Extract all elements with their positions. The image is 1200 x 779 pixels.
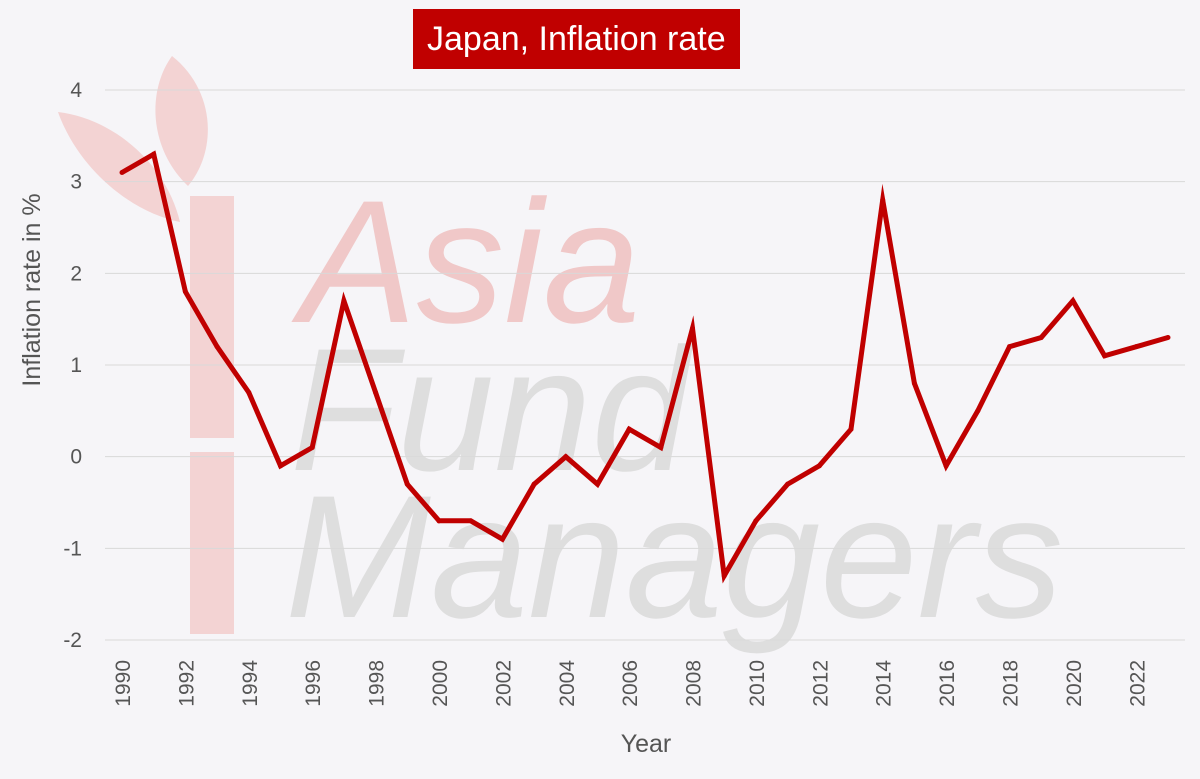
x-tick-label: 2018 bbox=[1000, 660, 1023, 707]
y-tick-label: 3 bbox=[70, 171, 82, 194]
data-point-2009 bbox=[721, 573, 727, 579]
data-point-2007 bbox=[658, 445, 664, 450]
x-tick-label: 2002 bbox=[492, 660, 515, 707]
watermark-stem-upper bbox=[190, 196, 234, 438]
data-point-2023 bbox=[1165, 335, 1171, 340]
data-point-1998 bbox=[373, 390, 379, 395]
x-tick-label: 2020 bbox=[1063, 660, 1086, 707]
gridlines bbox=[105, 89, 1185, 641]
data-point-2014 bbox=[880, 197, 886, 203]
data-point-2019 bbox=[1038, 335, 1044, 340]
data-point-1991 bbox=[151, 151, 157, 157]
x-tick-label: 2006 bbox=[619, 660, 642, 707]
x-tick-label: 2016 bbox=[936, 660, 959, 707]
data-point-2015 bbox=[911, 380, 917, 386]
x-tick-label: 1998 bbox=[366, 660, 389, 707]
y-tick-label: -2 bbox=[63, 629, 82, 652]
y-tick-label: 1 bbox=[70, 354, 82, 377]
x-tick-label: 1990 bbox=[112, 660, 135, 707]
data-point-2001 bbox=[468, 518, 474, 524]
data-point-2010 bbox=[753, 518, 759, 524]
x-tick-label: 2022 bbox=[1126, 660, 1149, 707]
data-point-2006 bbox=[626, 426, 632, 432]
y-axis-title: Inflation rate in % bbox=[18, 193, 46, 386]
series-inflation bbox=[119, 150, 1171, 584]
data-point-2018 bbox=[1007, 344, 1013, 350]
data-point-2004 bbox=[563, 454, 569, 460]
data-point-2005 bbox=[594, 481, 600, 487]
data-point-2008 bbox=[690, 325, 696, 331]
data-point-2000 bbox=[436, 518, 442, 524]
x-tick-label: 1994 bbox=[239, 660, 262, 707]
watermark-text-managers: Managers bbox=[285, 460, 1063, 655]
data-point-2012 bbox=[816, 463, 822, 469]
y-tick-label: -1 bbox=[63, 537, 82, 560]
series-line bbox=[120, 150, 1169, 584]
x-tick-label: 2010 bbox=[746, 660, 769, 707]
data-point-1990 bbox=[119, 170, 125, 175]
data-point-2016 bbox=[943, 463, 949, 469]
data-point-1997 bbox=[341, 298, 347, 304]
data-point-2011 bbox=[785, 481, 791, 487]
data-point-2022 bbox=[1133, 344, 1139, 350]
x-tick-label: 2008 bbox=[683, 660, 706, 707]
data-point-2021 bbox=[1102, 353, 1108, 359]
y-axis-ticks: 4 3 2 1 0 -1 -2 bbox=[63, 79, 82, 652]
x-tick-label: 1996 bbox=[302, 660, 325, 707]
x-tick-label: 2014 bbox=[873, 660, 896, 707]
x-tick-label: 2004 bbox=[556, 660, 579, 707]
data-point-2003 bbox=[531, 481, 537, 487]
x-axis-title: Year bbox=[621, 730, 672, 758]
x-axis-ticks: 1990 1992 1994 1996 1998 2000 2002 2004 2006 2008… bbox=[112, 660, 1149, 707]
data-point-2013 bbox=[848, 426, 854, 432]
watermark: Asia Fund Managers bbox=[58, 56, 1063, 655]
data-point-1992 bbox=[182, 289, 188, 295]
data-point-2017 bbox=[975, 408, 981, 414]
y-tick-label: 2 bbox=[70, 262, 82, 285]
chart-title-box: Japan, Inflation rate bbox=[413, 9, 740, 69]
chart-title: Japan, Inflation rate bbox=[427, 19, 726, 58]
data-point-2020 bbox=[1070, 298, 1076, 304]
data-point-1995 bbox=[277, 463, 283, 469]
watermark-leaf-right-icon bbox=[155, 56, 208, 186]
x-tick-label: 2012 bbox=[809, 660, 832, 707]
x-tick-label: 2000 bbox=[429, 660, 452, 707]
watermark-leaf-left-icon bbox=[58, 112, 180, 222]
x-tick-label: 1992 bbox=[175, 660, 198, 707]
y-tick-label: 4 bbox=[70, 79, 82, 102]
watermark-stem-lower bbox=[190, 452, 234, 634]
data-point-1996 bbox=[309, 445, 315, 450]
data-point-1994 bbox=[246, 390, 252, 395]
data-point-1999 bbox=[404, 481, 410, 487]
data-point-1993 bbox=[214, 344, 220, 350]
y-tick-label: 0 bbox=[70, 446, 82, 469]
data-point-2002 bbox=[499, 536, 505, 542]
watermark-text-asia: Asia bbox=[291, 165, 640, 360]
